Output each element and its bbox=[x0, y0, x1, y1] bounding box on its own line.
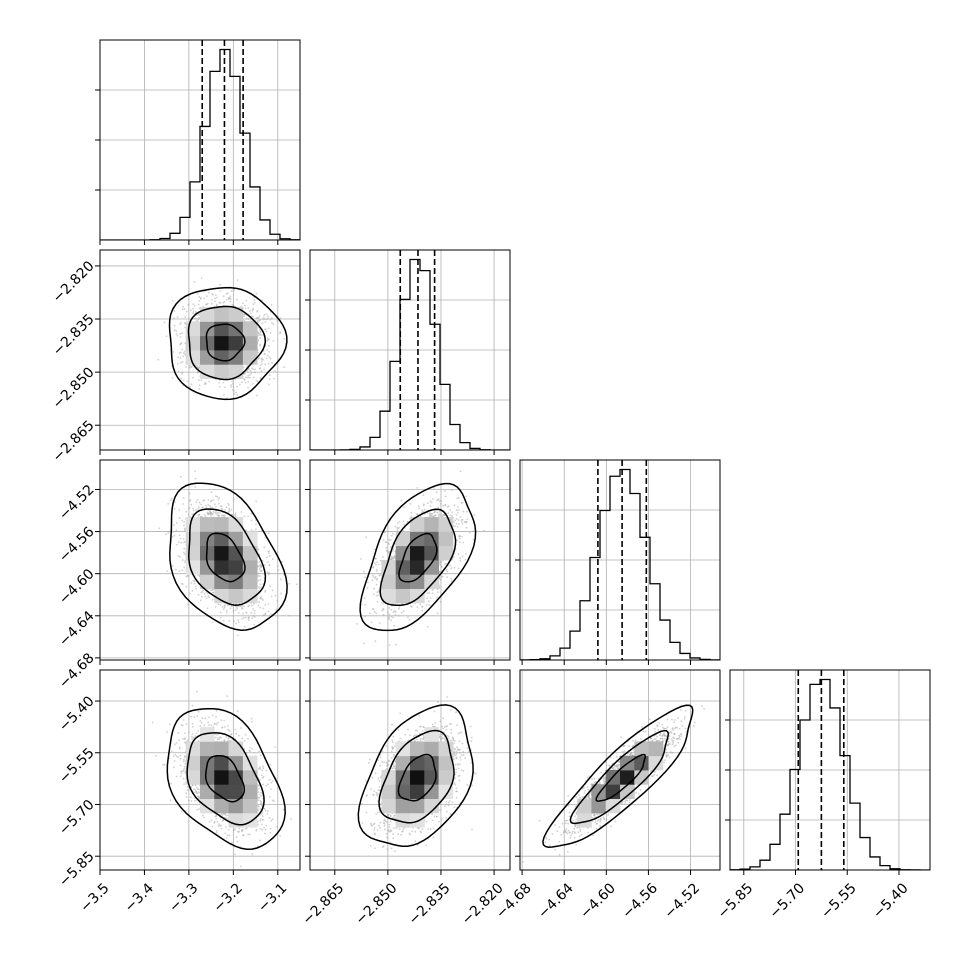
y-tick-label: −4.64 bbox=[56, 608, 98, 650]
contour-level-1 bbox=[595, 753, 646, 802]
x-tick-label: −5.85 bbox=[715, 880, 757, 922]
x-tick-label: −5.70 bbox=[766, 880, 808, 922]
x-tick-label: −4.52 bbox=[661, 880, 703, 922]
contour-lines bbox=[168, 286, 288, 401]
contour-level-2 bbox=[188, 508, 267, 606]
y-tick-label: −5.85 bbox=[56, 849, 98, 891]
contour-level-3 bbox=[357, 704, 474, 847]
contour-level-2 bbox=[187, 305, 267, 381]
x-tick-label: −2.850 bbox=[353, 880, 401, 928]
axes-frame bbox=[99, 669, 301, 871]
histogram-step-2 bbox=[310, 258, 510, 450]
scatter-panel-3-2 bbox=[310, 460, 510, 660]
scatter-panel-2-1 bbox=[100, 250, 300, 450]
y-tick-label: −2.820 bbox=[50, 258, 98, 306]
contour-level-1 bbox=[398, 532, 438, 583]
y-tick-label: −2.835 bbox=[50, 311, 98, 359]
x-tick-label: −4.64 bbox=[535, 880, 577, 922]
axes-frame bbox=[309, 669, 511, 871]
y-tick-label: −2.850 bbox=[50, 364, 98, 412]
x-tick-label: −4.56 bbox=[619, 880, 661, 922]
contour-level-1 bbox=[205, 323, 246, 362]
histogram-step-4 bbox=[730, 678, 930, 870]
y-tick-label: −5.70 bbox=[56, 797, 98, 839]
axes-frame bbox=[309, 249, 511, 451]
contour-level-3 bbox=[166, 707, 286, 850]
contour-level-1 bbox=[397, 753, 437, 802]
y-tick-label: −5.40 bbox=[56, 693, 98, 735]
contour-level-3 bbox=[359, 482, 477, 632]
histogram-step-3 bbox=[520, 468, 720, 660]
axes-frame bbox=[519, 669, 721, 871]
density-cells bbox=[185, 727, 258, 828]
contour-level-2 bbox=[378, 729, 455, 824]
histogram-panel-4 bbox=[730, 670, 930, 870]
histogram-panel-1 bbox=[100, 40, 300, 240]
axes-frame bbox=[99, 39, 301, 241]
contour-lines bbox=[357, 704, 474, 847]
x-tick-label: −2.835 bbox=[406, 880, 454, 928]
axes-frame bbox=[99, 249, 301, 451]
histogram-panel-3 bbox=[520, 460, 720, 660]
x-tick-label: −3.5 bbox=[77, 880, 112, 915]
contour-level-1 bbox=[205, 532, 246, 583]
contour-lines bbox=[169, 482, 288, 631]
x-tick-label: −5.40 bbox=[870, 880, 912, 922]
density-cells bbox=[381, 517, 454, 604]
contour-level-2 bbox=[379, 508, 457, 607]
histogram-panel-2 bbox=[310, 250, 510, 450]
x-tick-label: −3.1 bbox=[255, 880, 290, 915]
contour-level-2 bbox=[569, 729, 670, 825]
y-tick-label: −4.60 bbox=[56, 566, 98, 608]
axes-frame bbox=[99, 459, 301, 661]
x-tick-label: −3.3 bbox=[166, 880, 201, 915]
contour-level-3 bbox=[168, 286, 288, 401]
x-tick-label: −5.55 bbox=[818, 880, 860, 922]
contour-lines bbox=[359, 482, 477, 632]
x-tick-label: −2.865 bbox=[299, 880, 347, 928]
contour-level-3 bbox=[169, 482, 288, 631]
y-tick-label: −4.56 bbox=[56, 524, 98, 566]
histogram-step-1 bbox=[100, 48, 300, 240]
contour-level-2 bbox=[186, 732, 265, 826]
scatter-panel-4-1 bbox=[100, 670, 300, 870]
y-tick-label: −2.865 bbox=[50, 418, 98, 466]
contour-level-3 bbox=[542, 704, 694, 848]
axes-frame bbox=[519, 459, 721, 661]
x-tick-label: −3.4 bbox=[122, 880, 157, 915]
axes-frame bbox=[729, 669, 931, 871]
contour-lines bbox=[542, 704, 694, 848]
contour-lines bbox=[166, 707, 286, 850]
x-tick-label: −3.2 bbox=[211, 880, 246, 915]
x-tick-label: −4.60 bbox=[577, 880, 619, 922]
y-tick-label: −4.52 bbox=[56, 482, 98, 524]
axes-frame bbox=[309, 459, 511, 661]
y-tick-label: −4.68 bbox=[56, 650, 98, 692]
y-tick-label: −5.55 bbox=[56, 745, 98, 787]
scatter-panel-3-1 bbox=[100, 460, 300, 660]
scatter-panel-4-2 bbox=[310, 670, 510, 870]
contour-level-1 bbox=[204, 754, 246, 803]
scatter-panel-4-3 bbox=[520, 670, 720, 870]
density-cells bbox=[577, 741, 664, 828]
